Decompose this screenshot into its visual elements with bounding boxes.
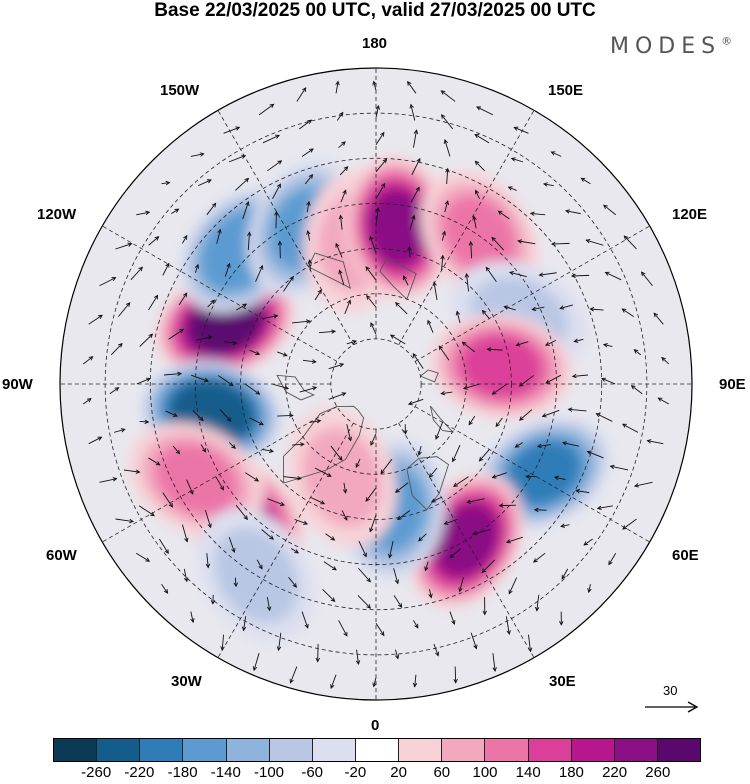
colorbar-swatch xyxy=(183,739,226,761)
map-background xyxy=(0,0,750,740)
lon-label-150w: 150W xyxy=(160,82,199,99)
colorbar-tick-label: 260 xyxy=(645,764,670,781)
lon-label-0: 0 xyxy=(371,717,379,734)
lon-label-30e: 30E xyxy=(549,673,576,690)
colorbar xyxy=(53,738,701,762)
lon-label-60w: 60W xyxy=(46,547,77,564)
colorbar-tick-label: 60 xyxy=(433,764,450,781)
lon-label-120w: 120W xyxy=(37,206,76,223)
colorbar-tick-label: -260 xyxy=(81,764,111,781)
polar-map xyxy=(0,0,750,740)
colorbar-swatch xyxy=(97,739,140,761)
lon-label-30w: 30W xyxy=(171,673,202,690)
colorbar-tick-label: -20 xyxy=(345,764,367,781)
colorbar-swatch xyxy=(270,739,313,761)
colorbar-swatch xyxy=(572,739,615,761)
colorbar-tick-label: 220 xyxy=(602,764,627,781)
colorbar-swatch xyxy=(442,739,485,761)
colorbar-tick-label: -180 xyxy=(168,764,198,781)
colorbar-swatch xyxy=(615,739,658,761)
lon-label-180: 180 xyxy=(362,35,387,52)
colorbar-swatch xyxy=(54,739,97,761)
colorbar-swatch xyxy=(356,739,399,761)
colorbar-swatch xyxy=(529,739,572,761)
wind-reference-label: 30 xyxy=(663,683,677,698)
colorbar-tick-label: -220 xyxy=(124,764,154,781)
colorbar-swatch xyxy=(140,739,183,761)
colorbar-ticks: -260 -220 -180 -140 -100 -60 -20 20 60 100 140 180 2… xyxy=(0,764,750,784)
colorbar-tick-label: -60 xyxy=(301,764,323,781)
colorbar-tick-label: -140 xyxy=(211,764,241,781)
lon-label-150e: 150E xyxy=(548,82,583,99)
wind-reference xyxy=(645,702,697,712)
colorbar-tick-label: -100 xyxy=(254,764,284,781)
lon-label-90e: 90E xyxy=(719,376,746,393)
colorbar-swatch xyxy=(227,739,270,761)
colorbar-swatch xyxy=(485,739,528,761)
colorbar-swatch xyxy=(658,739,700,761)
lon-label-120e: 120E xyxy=(672,206,707,223)
colorbar-tick-label: 20 xyxy=(390,764,407,781)
colorbar-tick-label: 100 xyxy=(472,764,497,781)
colorbar-tick-label: 140 xyxy=(516,764,541,781)
colorbar-swatch xyxy=(313,739,356,761)
lon-label-60e: 60E xyxy=(672,547,699,564)
map-disc xyxy=(0,0,750,740)
lon-label-90w: 90W xyxy=(2,376,33,393)
colorbar-swatch xyxy=(399,739,442,761)
colorbar-tick-label: 180 xyxy=(559,764,584,781)
